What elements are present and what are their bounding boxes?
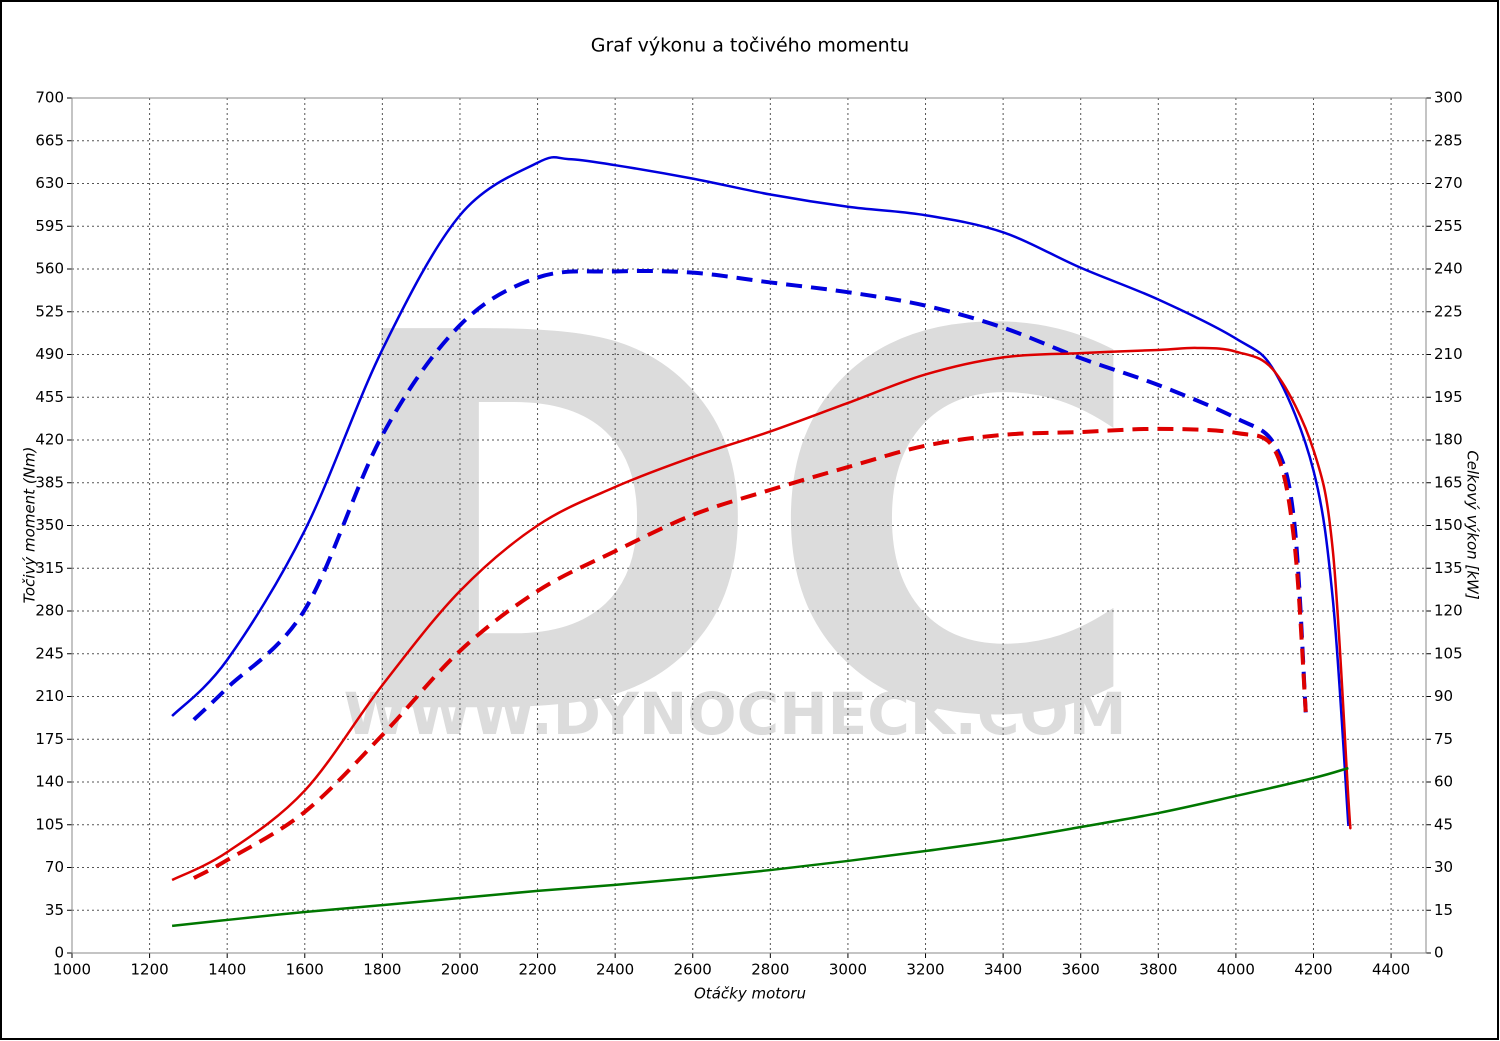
y-tick-label: 420 — [35, 431, 64, 449]
y-tick-label: 70 — [45, 858, 64, 876]
series-line — [192, 426, 1308, 880]
x-tick-label: 2000 — [441, 961, 479, 979]
x-tick-label: 1200 — [130, 961, 168, 979]
series-line — [171, 155, 1350, 827]
y2-tick-label: 195 — [1434, 388, 1463, 406]
y-tick-label: 455 — [35, 388, 64, 406]
y-tick-label: 35 — [45, 901, 64, 919]
y-tick-label: 665 — [35, 131, 64, 149]
watermark-logo: DC — [333, 224, 1146, 830]
y-tick-label: 315 — [35, 559, 64, 577]
x-tick-label: 1000 — [53, 961, 91, 979]
y-tick-label: 280 — [35, 602, 64, 620]
x-tick-label: 3600 — [1062, 961, 1100, 979]
y-tick-label: 0 — [54, 944, 64, 962]
y2-tick-label: 135 — [1434, 559, 1463, 577]
chart-title: Graf výkonu a točivého momentu — [591, 35, 909, 57]
series-line — [171, 766, 1349, 928]
y2-tick-label: 30 — [1434, 858, 1453, 876]
y-tick-label: 700 — [35, 89, 64, 107]
y2-tick-label: 45 — [1434, 815, 1453, 833]
y2-axis-title: Celkový výkon [kW] — [1464, 450, 1482, 600]
y-tick-label: 105 — [35, 815, 64, 833]
y2-tick-label: 270 — [1434, 174, 1463, 192]
y2-tick-label: 210 — [1434, 345, 1463, 363]
y-tick-label: 245 — [35, 644, 64, 662]
x-tick-label: 1600 — [286, 961, 324, 979]
x-tick-label: 1400 — [208, 961, 246, 979]
x-tick-label: 3200 — [906, 961, 944, 979]
x-tick-label: 1800 — [363, 961, 401, 979]
x-tick-label: 2400 — [596, 961, 634, 979]
x-tick-label: 4400 — [1372, 961, 1410, 979]
series-line — [192, 268, 1308, 722]
y2-tick-label: 75 — [1434, 730, 1453, 748]
y2-tick-label: 255 — [1434, 217, 1463, 235]
x-tick-label: 3000 — [829, 961, 867, 979]
y2-tick-label: 240 — [1434, 260, 1463, 278]
y-tick-label: 560 — [35, 260, 64, 278]
y-axis-title: Točivý moment (Nm) — [21, 447, 39, 604]
y2-tick-label: 120 — [1434, 602, 1463, 620]
watermark-url: WWW.DYNOCHECK.COM — [344, 680, 1127, 748]
x-tick-label: 3400 — [984, 961, 1022, 979]
x-tick-label: 4000 — [1217, 961, 1255, 979]
y2-tick-label: 285 — [1434, 131, 1463, 149]
x-tick-label: 2600 — [674, 961, 712, 979]
plot-frame — [71, 97, 1427, 954]
y-tick-label: 525 — [35, 302, 64, 320]
y2-tick-label: 90 — [1434, 687, 1453, 705]
y2-tick-label: 165 — [1434, 473, 1463, 491]
y2-tick-label: 225 — [1434, 302, 1463, 320]
y2-tick-label: 60 — [1434, 773, 1453, 791]
x-tick-label: 2800 — [751, 961, 789, 979]
y2-tick-label: 0 — [1434, 944, 1444, 962]
x-tick-label: 2200 — [518, 961, 556, 979]
y-tick-label: 350 — [35, 516, 64, 534]
y2-tick-label: 105 — [1434, 644, 1463, 662]
y2-tick-label: 300 — [1434, 89, 1463, 107]
y-tick-label: 385 — [35, 473, 64, 491]
y-tick-label: 210 — [35, 687, 64, 705]
series-line — [171, 346, 1352, 882]
x-axis-title: Otáčky motoru — [694, 985, 806, 1003]
y2-tick-label: 15 — [1434, 901, 1453, 919]
watermark: DC WWW.DYNOCHECK.COM — [333, 224, 1146, 830]
y-tick-label: 630 — [35, 174, 64, 192]
x-tick-label: 4200 — [1294, 961, 1332, 979]
y-tick-label: 595 — [35, 217, 64, 235]
x-tick-label: 3800 — [1139, 961, 1177, 979]
y-tick-label: 175 — [35, 730, 64, 748]
y2-tick-label: 150 — [1434, 516, 1463, 534]
y-tick-label: 140 — [35, 773, 64, 791]
y2-tick-label: 180 — [1434, 431, 1463, 449]
y-tick-label: 490 — [35, 345, 64, 363]
